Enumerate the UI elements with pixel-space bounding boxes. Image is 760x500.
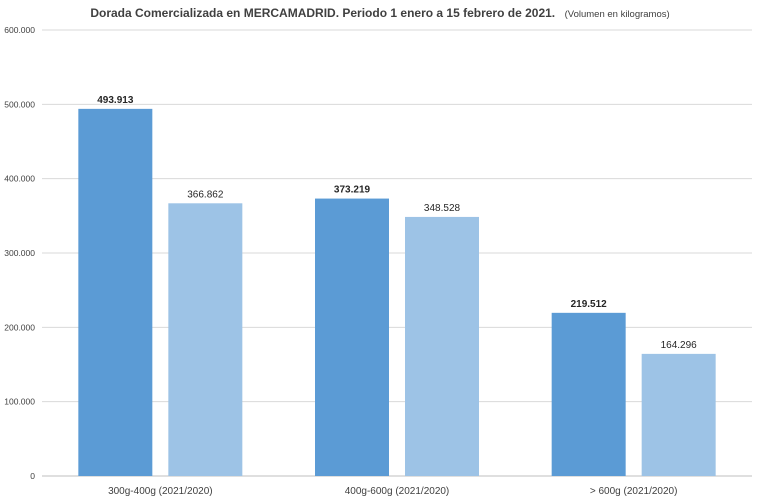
bar (168, 203, 243, 476)
y-tick-label: 600.000 (4, 25, 35, 35)
chart-subtitle: (Volumen en kilogramos) (565, 9, 670, 20)
data-label: 493.913 (97, 95, 134, 106)
x-tick-label: 400g-600g (2021/2020) (345, 486, 450, 497)
x-tick-label: > 600g (2021/2020) (590, 486, 678, 497)
data-label: 348.528 (424, 203, 461, 214)
data-label: 219.512 (571, 299, 608, 310)
chart-title-main: Dorada Comercializada en MERCAMADRID. Pe… (90, 6, 555, 20)
x-axis: 300g-400g (2021/2020) 400g-600g (2021/202… (108, 486, 677, 497)
bar (551, 312, 626, 476)
data-label: 366.862 (187, 189, 224, 200)
y-tick-label: 400.000 (4, 174, 35, 184)
chart-title: Dorada Comercializada en MERCAMADRID. Pe… (90, 4, 669, 21)
bar (315, 198, 389, 476)
bar (78, 108, 153, 476)
y-tick-label: 0 (30, 471, 35, 481)
y-tick-label: 100.000 (4, 397, 35, 407)
data-label: 164.296 (661, 340, 698, 351)
y-tick-label: 300.000 (4, 248, 35, 258)
bar (641, 353, 716, 476)
y-tick-label: 500.000 (4, 99, 35, 109)
gridlines (42, 29, 752, 477)
y-tick-label: 200.000 (4, 322, 35, 332)
data-label: 373.219 (334, 185, 371, 196)
bars: 493.913 366.862 373.219 348.528 219.512 164.2… (78, 95, 716, 476)
y-axis: 0 100.000 200.000 300.000 400.000 500.000 600.… (4, 25, 35, 481)
x-tick-label: 300g-400g (2021/2020) (108, 486, 213, 497)
bar (405, 216, 479, 476)
